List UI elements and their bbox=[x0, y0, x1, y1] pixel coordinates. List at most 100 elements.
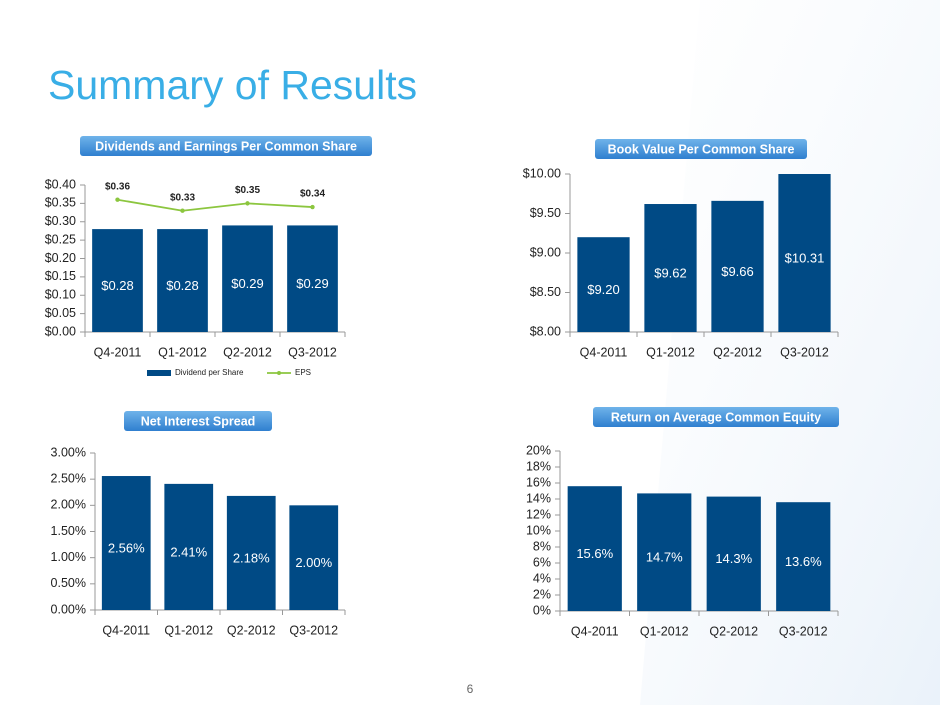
y-tick-label: 14% bbox=[526, 491, 551, 505]
y-tick-label: $0.25 bbox=[45, 232, 76, 246]
x-tick-label: Q2-2012 bbox=[709, 624, 758, 638]
chart-badge bbox=[595, 139, 807, 159]
y-tick-label: $0.40 bbox=[45, 177, 76, 191]
x-tick-label: Q3-2012 bbox=[779, 624, 828, 638]
y-tick-label: 0% bbox=[533, 603, 551, 617]
value-label: 2.00% bbox=[295, 555, 332, 570]
bar bbox=[577, 237, 630, 332]
y-tick-label: $9.50 bbox=[530, 206, 561, 220]
y-tick-label: $0.00 bbox=[45, 324, 76, 338]
value-label: 2.41% bbox=[170, 544, 207, 559]
chart-title: Book Value Per Common Share bbox=[608, 142, 795, 156]
x-tick-label: Q2-2012 bbox=[227, 623, 276, 637]
value-label: $0.28 bbox=[101, 278, 134, 293]
y-tick-label: $0.10 bbox=[45, 288, 76, 302]
bar bbox=[644, 204, 697, 332]
bar bbox=[289, 505, 339, 610]
y-tick-label: 1.50% bbox=[51, 524, 86, 538]
value-label: $10.31 bbox=[785, 250, 825, 265]
chart-badge bbox=[124, 411, 272, 431]
value-label: 13.6% bbox=[785, 554, 822, 569]
line-marker bbox=[310, 204, 315, 210]
y-tick-label: 18% bbox=[526, 459, 551, 473]
bar bbox=[706, 496, 761, 611]
value-label: 14.3% bbox=[715, 551, 752, 566]
bar bbox=[92, 229, 143, 332]
y-tick-label: $10.00 bbox=[523, 166, 561, 180]
value-label: 2.56% bbox=[108, 540, 145, 555]
value-label: 14.7% bbox=[646, 550, 683, 565]
bar bbox=[637, 493, 692, 611]
y-tick-label: $8.50 bbox=[530, 285, 561, 299]
y-tick-label: 8% bbox=[533, 539, 551, 553]
line-marker bbox=[180, 208, 185, 213]
value-label: $9.20 bbox=[587, 282, 620, 297]
bar bbox=[567, 486, 622, 611]
bar bbox=[711, 200, 764, 332]
y-tick-label: $0.05 bbox=[45, 306, 76, 320]
y-tick-label: 1.00% bbox=[51, 550, 86, 564]
y-tick-label: 10% bbox=[526, 523, 551, 537]
bar bbox=[778, 174, 831, 332]
line bbox=[117, 198, 313, 212]
value-label: 15.6% bbox=[576, 546, 613, 561]
y-tick-label: 16% bbox=[526, 475, 551, 489]
value-label: $0.33 bbox=[170, 192, 195, 203]
y-tick-label: 3.00% bbox=[51, 445, 86, 459]
x-tick-label: Q3-2012 bbox=[780, 345, 829, 359]
legend-label: Dividend per Share bbox=[175, 368, 244, 377]
bar bbox=[222, 225, 273, 332]
value-label: $0.29 bbox=[231, 276, 264, 291]
line-marker bbox=[115, 197, 120, 202]
y-tick-label: 4% bbox=[533, 571, 551, 585]
bar bbox=[164, 483, 214, 610]
y-tick-label: $8.00 bbox=[530, 324, 561, 338]
y-tick-label: $0.30 bbox=[45, 214, 76, 228]
x-tick-label: Q4-2011 bbox=[102, 623, 150, 637]
line-marker bbox=[245, 201, 250, 206]
bar bbox=[287, 225, 338, 332]
y-tick-label: $0.35 bbox=[45, 196, 76, 210]
y-tick-label: 6% bbox=[533, 555, 551, 569]
slide-title: Summary of Results bbox=[48, 62, 417, 108]
y-tick-label: $0.15 bbox=[45, 269, 76, 283]
x-tick-label: Q4-2011 bbox=[580, 345, 628, 359]
x-tick-label: Q1-2012 bbox=[640, 624, 689, 638]
value-label: $9.66 bbox=[721, 264, 754, 279]
value-label: $0.28 bbox=[166, 278, 199, 293]
value-label: $0.36 bbox=[105, 181, 130, 192]
chart-title: Return on Average Common Equity bbox=[611, 410, 821, 424]
y-tick-label: 0.00% bbox=[51, 602, 86, 616]
x-tick-label: Q1-2012 bbox=[164, 623, 213, 637]
y-tick-label: 20% bbox=[526, 443, 551, 457]
y-tick-label: 2% bbox=[533, 587, 551, 601]
chart-badge bbox=[80, 136, 372, 156]
y-tick-label: 0.50% bbox=[51, 576, 86, 590]
chart-title: Net Interest Spread bbox=[141, 414, 256, 428]
y-tick-label: 2.50% bbox=[51, 471, 86, 485]
value-label: $0.35 bbox=[235, 185, 260, 196]
x-tick-label: Q1-2012 bbox=[158, 345, 207, 359]
value-label: $0.29 bbox=[296, 276, 329, 291]
chart-badge bbox=[593, 407, 839, 427]
bar bbox=[776, 502, 831, 611]
legend-swatch bbox=[147, 370, 171, 376]
x-tick-label: Q2-2012 bbox=[223, 345, 272, 359]
x-tick-label: Q4-2011 bbox=[94, 345, 142, 359]
legend-swatch-marker bbox=[277, 371, 281, 375]
page-number: 6 bbox=[467, 682, 474, 696]
legend-label: EPS bbox=[295, 368, 311, 377]
value-label: $9.62 bbox=[654, 265, 687, 280]
x-tick-label: Q1-2012 bbox=[646, 345, 695, 359]
y-tick-label: 12% bbox=[526, 507, 551, 521]
bar bbox=[157, 229, 208, 332]
chart-title: Dividends and Earnings Per Common Share bbox=[95, 139, 357, 153]
y-tick-label: 2.00% bbox=[51, 498, 86, 512]
x-tick-label: Q3-2012 bbox=[289, 623, 338, 637]
value-label: 2.18% bbox=[233, 550, 270, 565]
bar bbox=[101, 476, 151, 610]
x-tick-label: Q2-2012 bbox=[713, 345, 762, 359]
bar bbox=[226, 495, 276, 610]
y-tick-label: $9.00 bbox=[530, 245, 561, 259]
